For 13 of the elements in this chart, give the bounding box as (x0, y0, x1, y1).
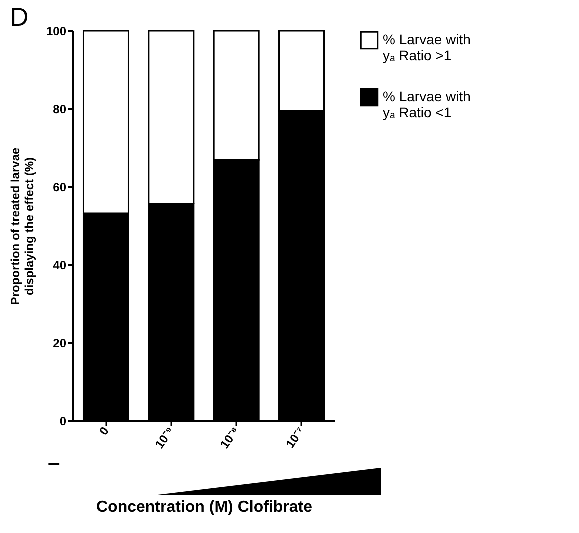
y-tick-label: 0 (60, 414, 67, 428)
text: – (48, 450, 60, 476)
legend-label: % Larvae with yₐ Ratio <1 (383, 88, 471, 120)
y-tick-label: 60 (53, 180, 67, 194)
y-axis-title: Proportion of treated larvae displaying the effect (%) (8, 147, 36, 306)
x-axis-title: Concentration (M) Clofibrate (96, 498, 313, 516)
y-tick-label: 100 (46, 24, 67, 38)
legend-label: % Larvae with yₐ Ratio >1 (383, 32, 471, 64)
y-tick-label: 40 (53, 258, 67, 272)
text: D (10, 2, 29, 33)
y-tick-label: 20 (53, 336, 67, 350)
x-tick-label: 0 (96, 424, 112, 438)
y-tick-label: 80 (53, 102, 67, 116)
